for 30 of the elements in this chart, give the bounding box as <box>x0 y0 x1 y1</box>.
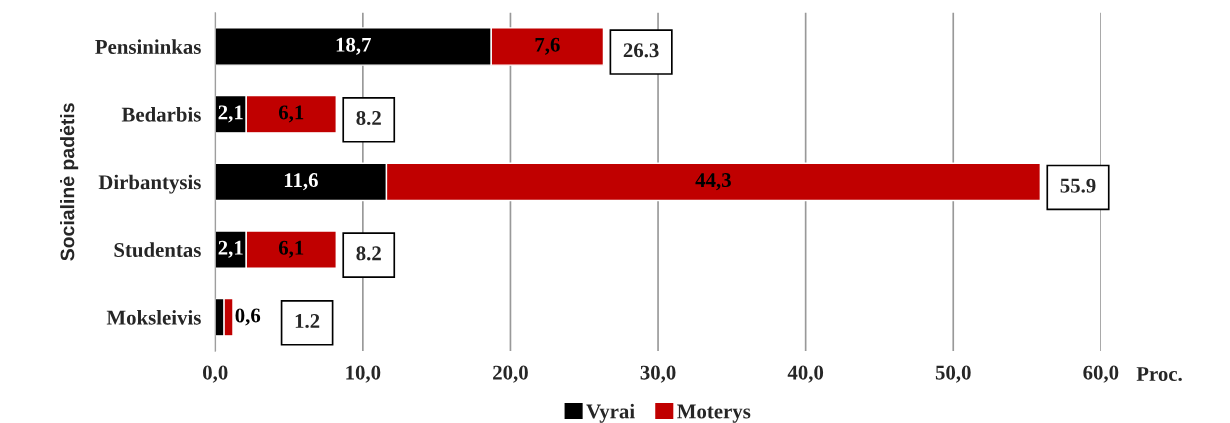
data-label: 11,6 <box>284 173 318 191</box>
data-label: 6,1 <box>278 240 304 258</box>
data-label: 2,1 <box>218 105 243 123</box>
total-label: 8.2 <box>356 110 381 126</box>
total-label: 55.9 <box>1060 178 1096 193</box>
y-tick-label: Dirbantysis <box>98 174 201 194</box>
y-tick-label: Bedarbis <box>121 106 201 122</box>
data-label: 0,6 <box>235 308 261 326</box>
legend-label: Vyrai <box>586 403 635 423</box>
total-label: 8.2 <box>356 246 381 261</box>
x-tick-label: 10,0 <box>346 365 381 383</box>
data-label: 2,1 <box>218 240 243 258</box>
x-axis-title: Proc. <box>1136 367 1182 382</box>
y-tick-label: Pensininkas <box>95 39 201 54</box>
data-label: 6,1 <box>278 105 304 123</box>
x-tick-label: 60,0 <box>1083 365 1119 383</box>
total-label: 26.3 <box>623 43 659 58</box>
data-label: 44,3 <box>695 173 731 191</box>
total-label: 1.2 <box>295 314 320 329</box>
x-tick-label: 30,0 <box>640 365 676 383</box>
x-tick-label: 40,0 <box>787 365 824 383</box>
y-axis-title: Socialinė padėtis <box>60 103 79 261</box>
legend-label: Moterys <box>677 404 751 423</box>
x-tick-label: 0,0 <box>203 365 228 383</box>
data-label: 7,6 <box>535 37 560 55</box>
data-label: 18,7 <box>336 37 371 55</box>
y-tick-label: Studentas <box>114 242 201 258</box>
x-tick-label: 50,0 <box>935 365 971 383</box>
x-tick-label: 20,0 <box>493 365 528 383</box>
y-tick-label: Moksleivis <box>106 310 201 325</box>
